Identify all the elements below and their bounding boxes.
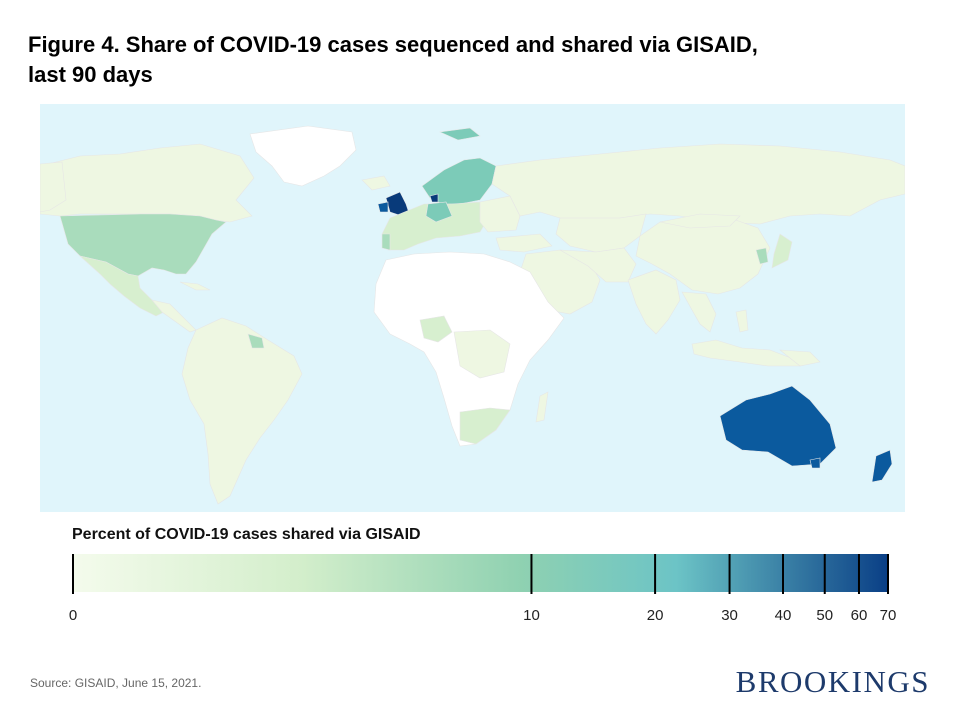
- new-zealand: [871, 449, 893, 483]
- legend-tick-label-0: 0: [69, 607, 77, 624]
- canada: [40, 143, 255, 223]
- legend-tick-label-20: 20: [647, 607, 664, 624]
- western-europe: [381, 201, 487, 251]
- alaska: [40, 161, 67, 213]
- legend-tick-label-10: 10: [523, 607, 540, 624]
- source-note: Source: GISAID, June 15, 2021.: [30, 676, 202, 690]
- legend-color-bar: [73, 554, 888, 592]
- papua-new-guinea: [779, 349, 821, 367]
- figure-title: Figure 4. Share of COVID-19 cases sequen…: [28, 30, 928, 90]
- russia: [491, 143, 905, 225]
- legend-tick-label-60: 60: [851, 607, 868, 624]
- nigeria: [419, 315, 453, 343]
- brookings-logo: BROOKINGS: [735, 664, 930, 699]
- madagascar: [535, 391, 549, 423]
- south-africa: [459, 407, 511, 445]
- india: [627, 269, 681, 335]
- korea: [755, 247, 769, 265]
- iran-pakistan: [559, 247, 637, 283]
- germany: [425, 201, 453, 223]
- legend-title: Percent of COVID-19 cases shared via GIS…: [72, 526, 421, 543]
- south-america: [181, 317, 303, 505]
- figure-title-line-2: last 90 days: [28, 62, 153, 87]
- legend-tick-label-70: 70: [880, 607, 897, 624]
- southeast-asia: [681, 291, 717, 333]
- ireland: [377, 201, 389, 213]
- guyana: [247, 333, 265, 349]
- legend-ticks: 0 10 20 30 40 50 60 70: [69, 554, 897, 624]
- turkey: [495, 233, 553, 253]
- australia: [719, 385, 837, 467]
- color-legend: 0 10 20 30 40 50 60 70: [69, 554, 897, 624]
- legend-tick-label-40: 40: [775, 607, 792, 624]
- mongolia: [659, 213, 741, 229]
- japan: [771, 233, 793, 269]
- svalbard: [438, 127, 481, 141]
- figure-title-line-1: Figure 4. Share of COVID-19 cases sequen…: [28, 32, 758, 57]
- central-america: [151, 299, 197, 333]
- world-map: [40, 104, 905, 512]
- central-africa: [453, 329, 511, 379]
- tasmania: [809, 457, 821, 469]
- legend-tick-label-30: 30: [721, 607, 738, 624]
- portugal: [381, 233, 391, 251]
- legend-tick-label-50: 50: [816, 607, 833, 624]
- greenland: [249, 125, 357, 187]
- denmark: [429, 193, 439, 203]
- cuba: [179, 281, 211, 291]
- iceland: [361, 175, 391, 191]
- philippines: [735, 309, 749, 333]
